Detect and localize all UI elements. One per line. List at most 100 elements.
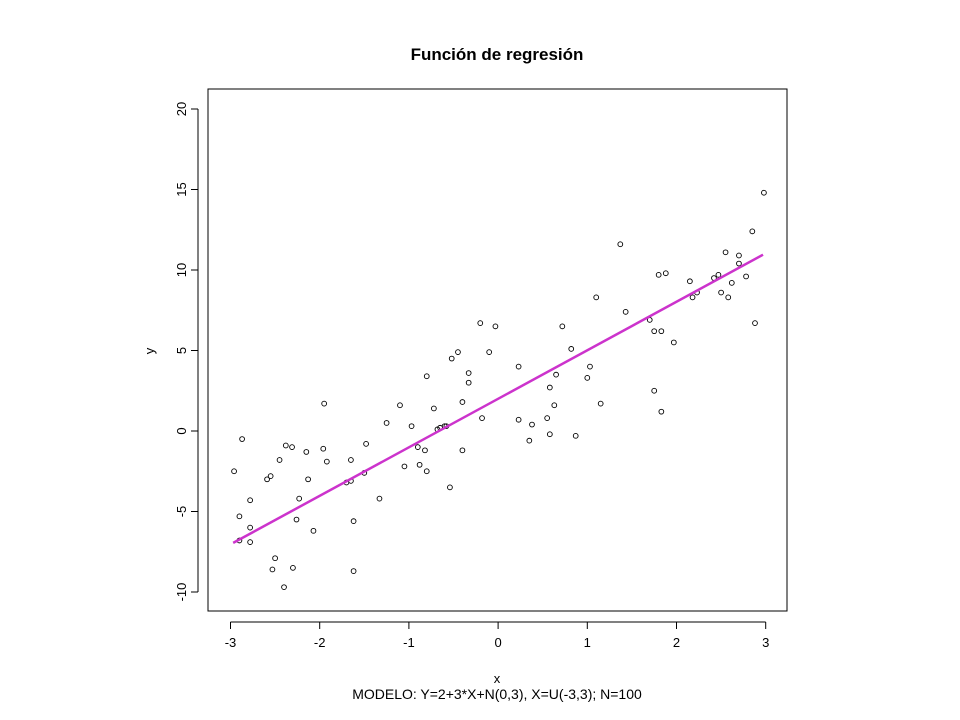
chart-subtitle: MODELO: Y=2+3*X+N(0,3), X=U(-3,3); N=100 bbox=[352, 686, 642, 702]
plot-frame bbox=[207, 88, 788, 612]
y-tick-label: -5 bbox=[174, 506, 189, 518]
x-tick-label: -2 bbox=[314, 635, 326, 650]
data-point bbox=[293, 516, 300, 523]
data-point bbox=[529, 421, 535, 428]
y-tick-label: 0 bbox=[174, 427, 189, 434]
y-axis: -10 -5 0 5 10 15 20 bbox=[174, 102, 199, 601]
x-tick-label: -3 bbox=[225, 635, 237, 650]
data-point bbox=[289, 444, 295, 450]
data-point bbox=[662, 270, 669, 277]
data-point bbox=[465, 379, 472, 386]
data-point bbox=[658, 328, 665, 335]
data-point bbox=[651, 387, 658, 394]
data-point bbox=[423, 373, 430, 380]
data-point bbox=[743, 273, 749, 280]
data-point bbox=[350, 568, 357, 574]
data-point bbox=[687, 278, 693, 285]
data-point bbox=[281, 584, 287, 591]
data-point bbox=[658, 408, 665, 415]
data-point bbox=[544, 415, 551, 421]
data-point bbox=[715, 271, 722, 278]
data-point bbox=[448, 355, 455, 362]
data-point bbox=[725, 294, 732, 301]
data-point bbox=[515, 363, 522, 370]
data-point bbox=[736, 252, 742, 259]
x-axis: -3 -2 -1 0 1 2 3 bbox=[225, 621, 769, 650]
data-point bbox=[269, 566, 276, 573]
data-point bbox=[551, 402, 558, 409]
data-point bbox=[587, 363, 593, 370]
data-point bbox=[584, 375, 591, 381]
x-tick-label: -1 bbox=[403, 635, 415, 650]
data-point bbox=[383, 420, 390, 426]
data-point bbox=[414, 444, 421, 450]
data-point bbox=[465, 370, 472, 376]
data-point bbox=[321, 400, 328, 407]
data-point bbox=[459, 399, 466, 405]
data-point bbox=[572, 432, 579, 439]
data-point bbox=[593, 294, 600, 301]
data-point bbox=[303, 449, 310, 455]
data-point bbox=[282, 442, 289, 449]
data-point bbox=[431, 405, 437, 412]
data-point bbox=[350, 518, 357, 525]
data-point bbox=[477, 320, 484, 326]
y-tick-label: 10 bbox=[174, 263, 189, 277]
data-point bbox=[264, 476, 270, 483]
data-point bbox=[423, 468, 430, 475]
data-point bbox=[553, 371, 559, 378]
data-point bbox=[247, 524, 253, 531]
data-point bbox=[546, 384, 553, 391]
data-point bbox=[276, 457, 283, 463]
data-point bbox=[728, 280, 735, 286]
x-tick-label: 2 bbox=[673, 635, 680, 650]
data-point bbox=[363, 441, 369, 447]
data-point bbox=[408, 423, 415, 430]
data-point bbox=[752, 320, 758, 326]
data-point bbox=[247, 497, 253, 504]
data-point bbox=[559, 323, 566, 330]
data-point bbox=[239, 436, 245, 442]
data-point bbox=[348, 457, 354, 463]
data-point bbox=[622, 309, 629, 315]
y-tick-label: 15 bbox=[174, 182, 189, 196]
data-point bbox=[689, 294, 696, 301]
data-point bbox=[492, 323, 499, 330]
data-point bbox=[479, 415, 485, 421]
x-tick-label: 3 bbox=[762, 635, 769, 650]
y-tick-label: 5 bbox=[174, 347, 189, 354]
y-axis-label: y bbox=[142, 347, 157, 354]
chart-title: Función de regresión bbox=[411, 45, 584, 64]
data-point bbox=[231, 468, 237, 475]
data-point bbox=[290, 564, 296, 571]
scatter-points bbox=[231, 189, 767, 591]
data-point bbox=[447, 484, 453, 491]
data-point bbox=[323, 458, 330, 465]
data-point bbox=[305, 476, 311, 483]
data-point bbox=[722, 249, 729, 256]
data-point bbox=[651, 328, 658, 335]
data-point bbox=[718, 289, 724, 296]
data-point bbox=[546, 431, 553, 438]
data-point bbox=[597, 400, 604, 407]
data-point bbox=[422, 447, 428, 454]
data-point bbox=[397, 402, 403, 409]
regression-line bbox=[232, 253, 764, 544]
data-point bbox=[526, 437, 533, 444]
data-point bbox=[236, 513, 243, 520]
x-tick-label: 1 bbox=[584, 635, 591, 650]
data-point bbox=[416, 461, 423, 468]
data-point bbox=[401, 463, 408, 470]
data-point bbox=[655, 271, 662, 278]
data-point bbox=[247, 539, 253, 545]
data-point bbox=[310, 527, 317, 534]
data-point bbox=[320, 445, 327, 452]
data-point bbox=[267, 473, 274, 479]
data-point bbox=[749, 228, 756, 235]
data-point bbox=[670, 339, 677, 346]
data-point bbox=[486, 349, 493, 355]
data-point bbox=[515, 416, 522, 423]
data-point bbox=[568, 346, 575, 352]
data-point bbox=[736, 260, 742, 267]
